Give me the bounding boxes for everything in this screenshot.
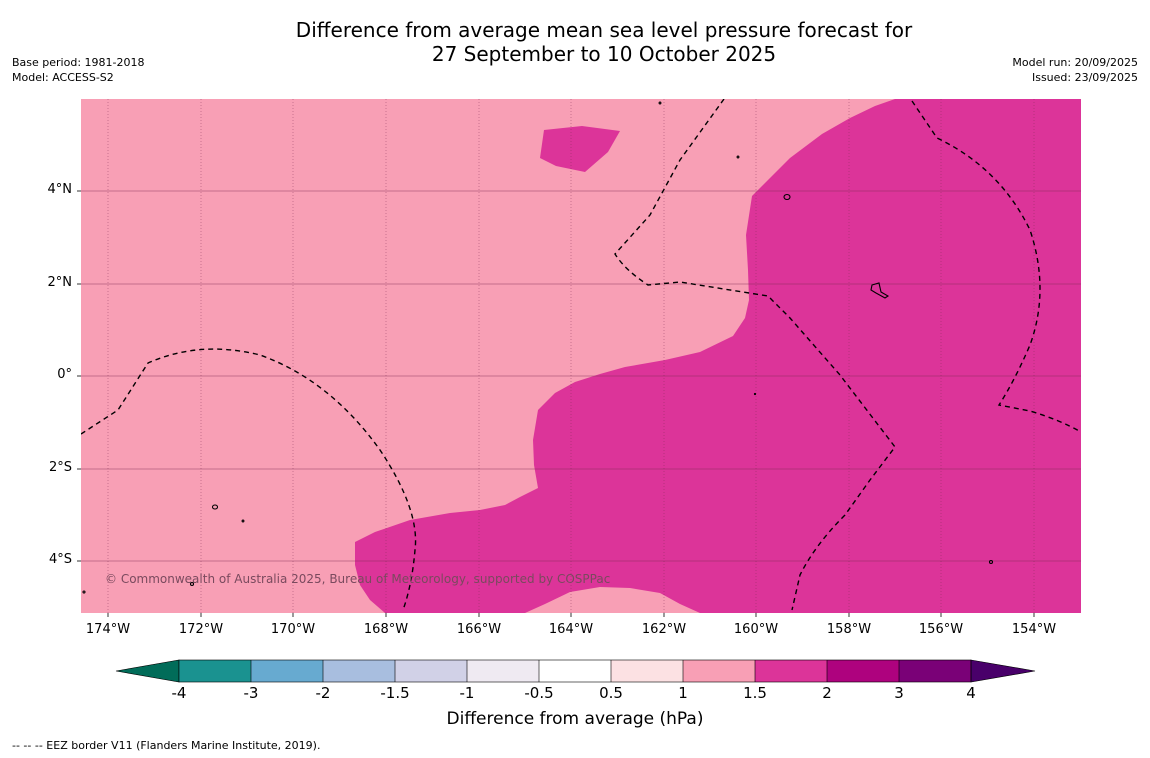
eez-borders (81, 99, 1081, 611)
gridlines (81, 99, 1081, 613)
issued-text: Issued: 23/09/2025 (1031, 71, 1138, 84)
lat-label-eq: 0° (57, 367, 72, 382)
colorbar-segment (755, 660, 827, 682)
meta-left: Base period: 1981-2018 Model: ACCESS-S2 (12, 55, 144, 85)
colorbar-tick-label: 0.5 (599, 684, 623, 702)
lon-label-158w: 158°W (826, 622, 872, 637)
map-area (81, 99, 1081, 613)
colorbar-segment (827, 660, 899, 682)
island-i (82, 590, 86, 594)
lat-label-2n: 2°N (47, 275, 73, 290)
colorbar-tick-label: 4 (966, 684, 976, 702)
chart-title: Difference from average mean sea level p… (0, 18, 1150, 66)
anomaly-zone-1.5-to-2 (355, 99, 1081, 613)
island-b (870, 282, 890, 299)
lon-label-166w: 166°W (456, 622, 502, 637)
colorbar-tick-label: 1.5 (743, 684, 767, 702)
colorbar-segment (179, 660, 251, 682)
lat-label-4s: 4°S (48, 552, 72, 567)
islands (82, 101, 994, 594)
island-d (658, 101, 662, 105)
colorbar-tick-label: 2 (822, 684, 832, 702)
eez-border-west (81, 348, 417, 611)
colorbar-tick-label: 1 (678, 684, 688, 702)
colorbar-segment (251, 660, 323, 682)
colorbar-tick-label: 3 (894, 684, 904, 702)
colorbar-segment (611, 660, 683, 682)
colorbar-segment (395, 660, 467, 682)
base-period-text: Base period: 1981-2018 (12, 56, 145, 69)
lon-label-156w: 156°W (918, 622, 964, 637)
colorbar-tick-label: -4 (171, 684, 187, 702)
colorbar-tick-label: -3 (243, 684, 259, 702)
colorbar (115, 659, 1036, 683)
colorbar-tick-label: -1.5 (380, 684, 410, 702)
meta-right: Model run: 20/09/2025 Issued: 23/09/2025 (1012, 55, 1138, 85)
anomaly-patch-north (540, 126, 620, 172)
colorbar-segment (467, 660, 539, 682)
island-j (753, 392, 757, 396)
lon-label-160w: 160°W (733, 622, 779, 637)
lon-label-172w: 172°W (178, 622, 224, 637)
lat-label-4n: 4°N (47, 182, 73, 197)
island-a (783, 193, 791, 201)
colorbar-segment (539, 660, 611, 682)
eez-border-east (911, 100, 1081, 433)
lon-label-170w: 170°W (270, 622, 316, 637)
eez-border-central (614, 99, 896, 611)
lat-label-2s: 2°S (48, 460, 72, 475)
colorbar-tick-label: -2 (315, 684, 331, 702)
colorbar-segment (323, 660, 395, 682)
colorbar-tick-label: -0.5 (524, 684, 554, 702)
lon-label-162w: 162°W (641, 622, 687, 637)
lon-label-154w: 154°W (1011, 622, 1057, 637)
lon-label-174w: 174°W (85, 622, 131, 637)
copyright-notice: © Commonwealth of Australia 2025, Bureau… (105, 572, 611, 586)
model-run-text: Model run: 20/09/2025 (1012, 56, 1138, 69)
eez-legend-footnote: -- -- -- EEZ border V11 (Flanders Marine… (12, 739, 321, 752)
island-g (988, 559, 994, 565)
lon-label-164w: 164°W (548, 622, 594, 637)
colorbar-segment (683, 660, 755, 682)
colorbar-title: Difference from average (hPa) (446, 709, 704, 729)
island-f (241, 519, 245, 523)
title-line-1: Difference from average mean sea level p… (295, 18, 913, 42)
colorbar-tick-label: -1 (459, 684, 475, 702)
colorbar-under-arrow (115, 659, 180, 683)
island-c (211, 504, 219, 510)
title-line-2: 27 September to 10 October 2025 (431, 42, 777, 66)
model-text: Model: ACCESS-S2 (12, 71, 114, 84)
island-e (736, 155, 740, 159)
colorbar-segment (899, 660, 971, 682)
map-ticks (77, 190, 1035, 617)
colorbar-over-arrow (970, 659, 1036, 683)
lon-label-168w: 168°W (363, 622, 409, 637)
island-h (189, 581, 195, 587)
